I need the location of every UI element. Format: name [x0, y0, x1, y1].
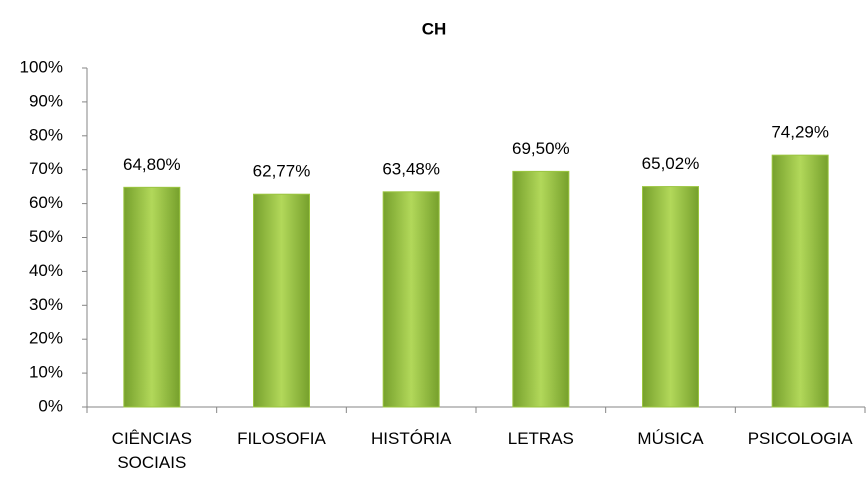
y-tick-label: 90% — [29, 91, 63, 110]
bar — [382, 191, 440, 408]
y-tick-label: 10% — [29, 363, 63, 382]
y-tick-label: 0% — [38, 396, 63, 415]
value-label: 65,02% — [642, 154, 700, 173]
value-label: 63,48% — [382, 159, 440, 178]
x-tick-label: LETRAS — [507, 429, 574, 448]
bar — [253, 193, 310, 408]
x-tick-label: CIÊNCIAS SOCIAIS — [111, 429, 192, 472]
y-tick-label: 100% — [20, 57, 63, 76]
x-tick-label: MÚSICA — [637, 429, 704, 448]
value-label: 62,77% — [253, 162, 311, 181]
y-tick-label: 20% — [29, 329, 63, 348]
value-label: 74,29% — [771, 123, 829, 142]
x-tick-label: FILOSOFIA — [237, 429, 326, 448]
value-label: 69,50% — [512, 139, 570, 158]
y-tick-label: 30% — [29, 295, 63, 314]
x-tick-label: PSICOLOGIA — [747, 429, 853, 448]
bar — [512, 170, 570, 408]
y-tick-label: 70% — [29, 159, 63, 178]
y-tick-label: 80% — [29, 125, 63, 144]
chart-title: CH — [422, 19, 447, 38]
y-tick-label: 60% — [29, 193, 63, 212]
bar — [123, 186, 181, 408]
y-tick-label: 40% — [29, 261, 63, 280]
bar — [642, 186, 699, 408]
y-tick-label: 50% — [29, 227, 63, 246]
x-tick-label: HISTÓRIA — [371, 429, 452, 448]
bar — [771, 154, 829, 408]
value-label: 64,80% — [123, 155, 181, 174]
